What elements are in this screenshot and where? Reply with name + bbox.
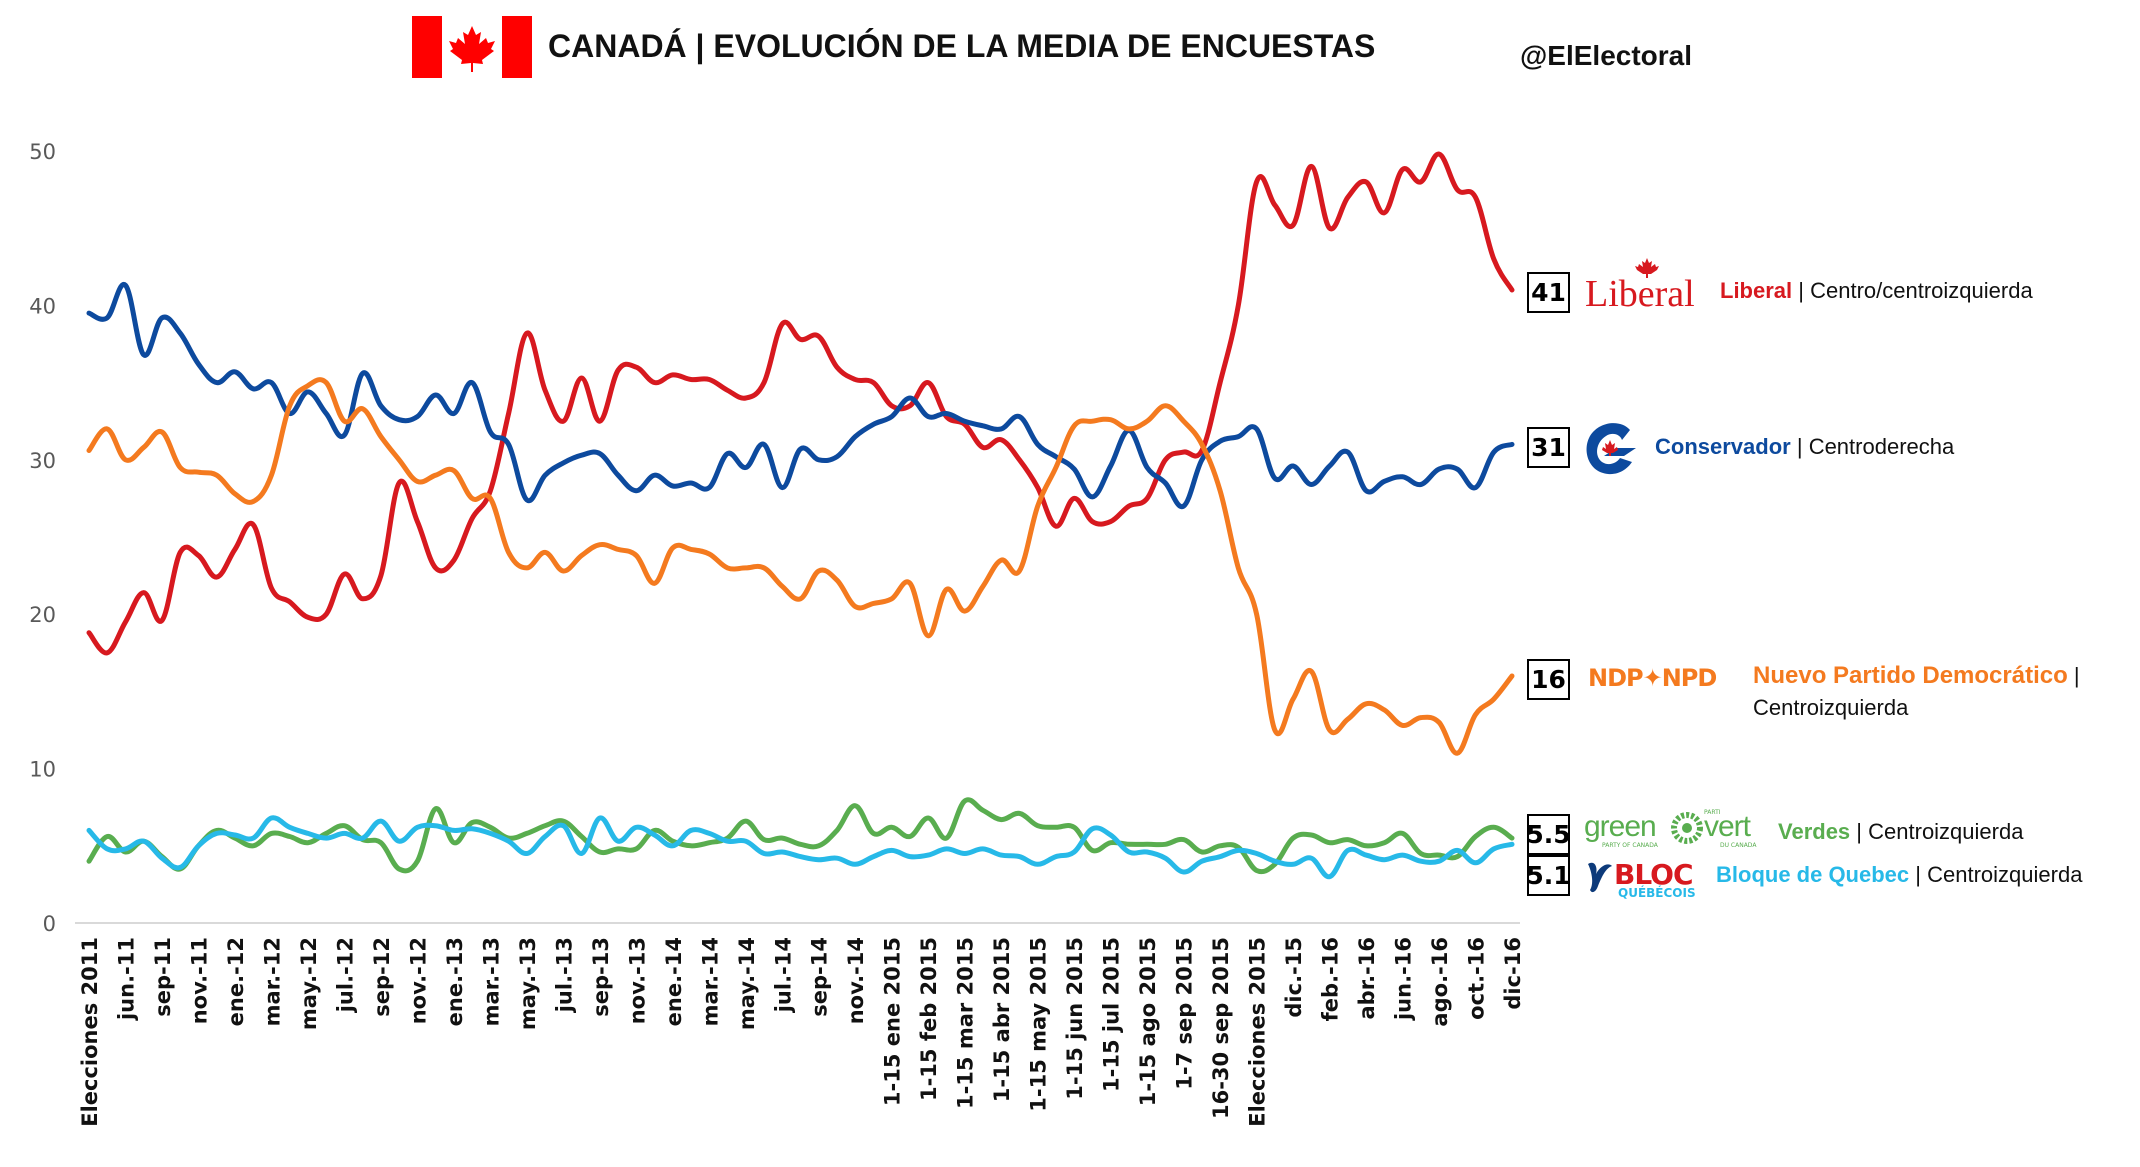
series-line-verdes (86, 797, 1515, 875)
bloc-value-box: 5.1 (1526, 855, 1571, 896)
x-tick-label: nov.-11 (187, 937, 211, 1024)
separator: | (1915, 862, 1921, 887)
x-tick-label: ene.-13 (443, 937, 467, 1026)
x-tick-label: may.-13 (516, 937, 540, 1030)
x-tick-label: mar.-13 (479, 937, 503, 1026)
series-line-nuevo-partido-democratico (86, 377, 1515, 756)
x-tick-label: 1-15 ago 2015 (1136, 937, 1160, 1106)
x-tick-label: mar.-14 (698, 937, 722, 1026)
liberal-value-box: 41 (1527, 272, 1570, 313)
svg-text:PARTI: PARTI (1704, 809, 1721, 816)
x-tick-label: mar.-12 (260, 937, 284, 1026)
svg-text:Liberal: Liberal (1585, 273, 1695, 315)
green-party-logo-icon: green PARTY OF CANADA PARTI vert DU CANA… (1584, 806, 1764, 856)
author-handle: @ElElectoral (1520, 40, 1693, 71)
conservative-value-box: 31 (1527, 427, 1570, 468)
legend-name: Nuevo Partido Democrático (1753, 662, 2068, 689)
legend-desc: Centroizquierda (1868, 819, 2024, 844)
legend-item-verdes: Verdes | Centroizquierda (1778, 819, 2023, 845)
svg-text:green: green (1584, 810, 1656, 843)
x-tick-label: nov.-13 (625, 937, 649, 1024)
x-tick-label: ene.-14 (662, 937, 686, 1026)
x-tick-label: jun.-16 (1392, 937, 1416, 1021)
legend-desc: Centroizquierda (1753, 695, 1909, 720)
legend-item-ndp: Nuevo Partido Democrático | Centroizquie… (1753, 660, 2080, 724)
x-tick-label: Elecciones 2011 (78, 937, 102, 1127)
separator: | (1798, 278, 1804, 303)
series-line-liberal (86, 151, 1515, 656)
legend-name: Verdes (1778, 819, 1851, 844)
liberal-logo-icon: Liberal (1585, 256, 1705, 320)
x-tick-label: sep-12 (370, 937, 394, 1017)
x-tick-label: jun.-11 (114, 937, 138, 1021)
x-tick-label: sep-13 (589, 937, 613, 1017)
svg-text:PARTY OF CANADA: PARTY OF CANADA (1602, 842, 1659, 849)
x-tick-label: 1-15 jul 2015 (1100, 937, 1124, 1092)
svg-text:BLOC: BLOC (1614, 858, 1693, 891)
series-line-conservador (86, 282, 1515, 510)
x-tick-label: jul.-14 (771, 937, 795, 1013)
x-tick-label: 1-15 feb 2015 (917, 937, 941, 1101)
y-tick-label: 10 (29, 758, 56, 782)
conservative-logo-icon (1580, 418, 1640, 482)
x-tick-label: 1-15 mar 2015 (954, 937, 978, 1109)
x-tick-label: may.-12 (297, 937, 321, 1030)
ndp-value-box: 16 (1527, 659, 1570, 700)
x-tick-label: oct.-16 (1465, 937, 1489, 1020)
x-tick-label: 1-15 abr 2015 (990, 937, 1014, 1102)
chart-title: CANADÁ | EVOLUCIÓN DE LA MEDIA DE ENCUES… (548, 28, 1376, 64)
legend-name: Bloque de Quebec (1716, 862, 1910, 887)
legend-item-bloc: Bloque de Quebec | Centroizquierda (1716, 862, 2082, 888)
x-tick-label: Elecciones 2015 (1246, 937, 1270, 1127)
legend-desc: Centroizquierda (1927, 862, 2083, 887)
x-tick-label: feb.-16 (1319, 937, 1343, 1021)
svg-text:vert: vert (1704, 810, 1752, 843)
bloc-quebecois-logo-icon: BLOC QUÉBÉCOIS (1584, 856, 1704, 904)
x-tick-label: abr.-16 (1355, 937, 1379, 1019)
legend-name: Liberal (1720, 278, 1793, 303)
y-tick-label: 0 (43, 912, 56, 936)
legend-desc: Centro/centroizquierda (1810, 278, 2033, 303)
y-tick-label: 50 (29, 140, 56, 164)
x-tick-label: dic.-15 (1282, 937, 1306, 1018)
separator: | (1796, 434, 1803, 459)
x-tick-label: 1-15 jun 2015 (1063, 937, 1087, 1100)
x-tick-label: 1-15 ene 2015 (881, 937, 905, 1106)
x-tick-label: nov.-12 (406, 937, 430, 1024)
x-tick-label: jul.-13 (552, 937, 576, 1013)
y-tick-label: 40 (29, 294, 56, 318)
x-tick-label: 1-15 may 2015 (1027, 937, 1051, 1112)
x-tick-label: sep-14 (808, 937, 832, 1017)
separator: | (1856, 819, 1863, 844)
canada-flag-icon (412, 16, 532, 78)
separator: | (2073, 663, 2080, 688)
y-tick-label: 20 (29, 603, 56, 627)
x-tick-label: sep-11 (151, 937, 175, 1017)
x-tick-label: 16-30 sep 2015 (1209, 937, 1233, 1119)
x-tick-label: 1-7 sep 2015 (1173, 937, 1197, 1090)
legend-desc: Centroderecha (1808, 434, 1955, 459)
x-tick-label: ene.-12 (224, 937, 248, 1026)
legend-item-liberal: Liberal | Centro/centroizquierda (1720, 278, 2033, 304)
x-tick-label: nov.-14 (844, 937, 868, 1024)
svg-text:QUÉBÉCOIS: QUÉBÉCOIS (1618, 885, 1696, 900)
y-tick-label: 30 (29, 449, 56, 473)
x-tick-label: may.-14 (735, 937, 759, 1030)
legend-item-conservador: Conservador | Centroderecha (1655, 434, 1954, 460)
svg-text:DU CANADA: DU CANADA (1720, 842, 1757, 849)
ndp-logo-icon: NDP✦NPD (1588, 664, 1717, 692)
x-tick-label: jul.-12 (333, 937, 357, 1013)
x-tick-label: dic-16 (1501, 937, 1525, 1010)
legend-name: Conservador (1655, 434, 1791, 459)
green-value-box: 5.5 (1526, 814, 1571, 855)
series-line-bloque-de-quebec (86, 815, 1515, 880)
x-tick-label: ago.-16 (1428, 937, 1452, 1027)
